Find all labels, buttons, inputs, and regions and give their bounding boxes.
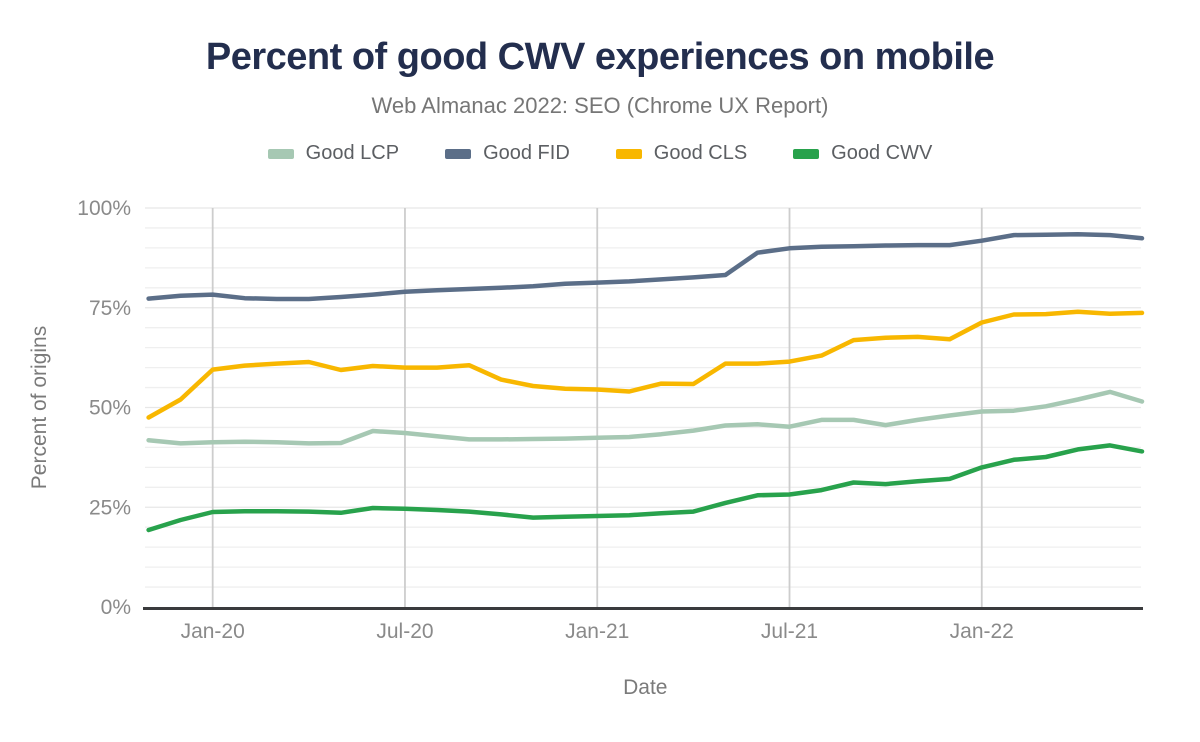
line-good-fid — [146, 232, 1145, 302]
legend-item-good-fid: Good FID — [445, 142, 570, 165]
legend-swatch-good-lcp — [267, 148, 294, 159]
legend-swatch-good-fid — [445, 148, 472, 159]
y-tick-label: 100% — [77, 197, 131, 220]
y-tick-label: 50% — [89, 397, 131, 420]
line-good-cls — [146, 309, 1145, 420]
x-tick-label: Jul-20 — [376, 620, 433, 643]
chart-subtitle: Web Almanac 2022: SEO (Chrome UX Report) — [371, 93, 829, 118]
legend-swatch-good-cwv — [793, 148, 820, 159]
chart-legend: Good LCP Good FID Good CLS Good CWV — [0, 142, 1200, 165]
x-tick-label: Jan-21 — [565, 620, 629, 643]
x-axis-title: Date — [623, 676, 667, 699]
x-tick-label: Jul-21 — [761, 620, 818, 643]
legend-item-good-cwv: Good CWV — [793, 142, 932, 165]
y-axis-title: Percent of origins — [28, 326, 51, 489]
line-good-cwv — [146, 443, 1145, 533]
legend-item-good-lcp: Good LCP — [267, 142, 400, 165]
legend-label: Good FID — [483, 142, 570, 164]
legend-swatch-good-cls — [615, 148, 642, 159]
x-tick-label: Jan-22 — [950, 620, 1014, 643]
y-tick-label: 75% — [89, 297, 131, 320]
chart-title: Percent of good CWV experiences on mobil… — [205, 36, 995, 78]
legend-label: Good CWV — [831, 142, 933, 164]
legend-item-good-cls: Good CLS — [615, 142, 748, 165]
legend-label: Good LCP — [305, 142, 400, 164]
legend-label: Good CLS — [653, 142, 748, 164]
x-tick-label: Jan-20 — [181, 620, 245, 643]
chart-header: Percent of good CWV experiences on mobil… — [0, 0, 1200, 119]
line-good-lcp — [146, 389, 1145, 446]
y-tick-label: 25% — [89, 496, 131, 519]
y-tick-label: 0% — [101, 596, 131, 619]
